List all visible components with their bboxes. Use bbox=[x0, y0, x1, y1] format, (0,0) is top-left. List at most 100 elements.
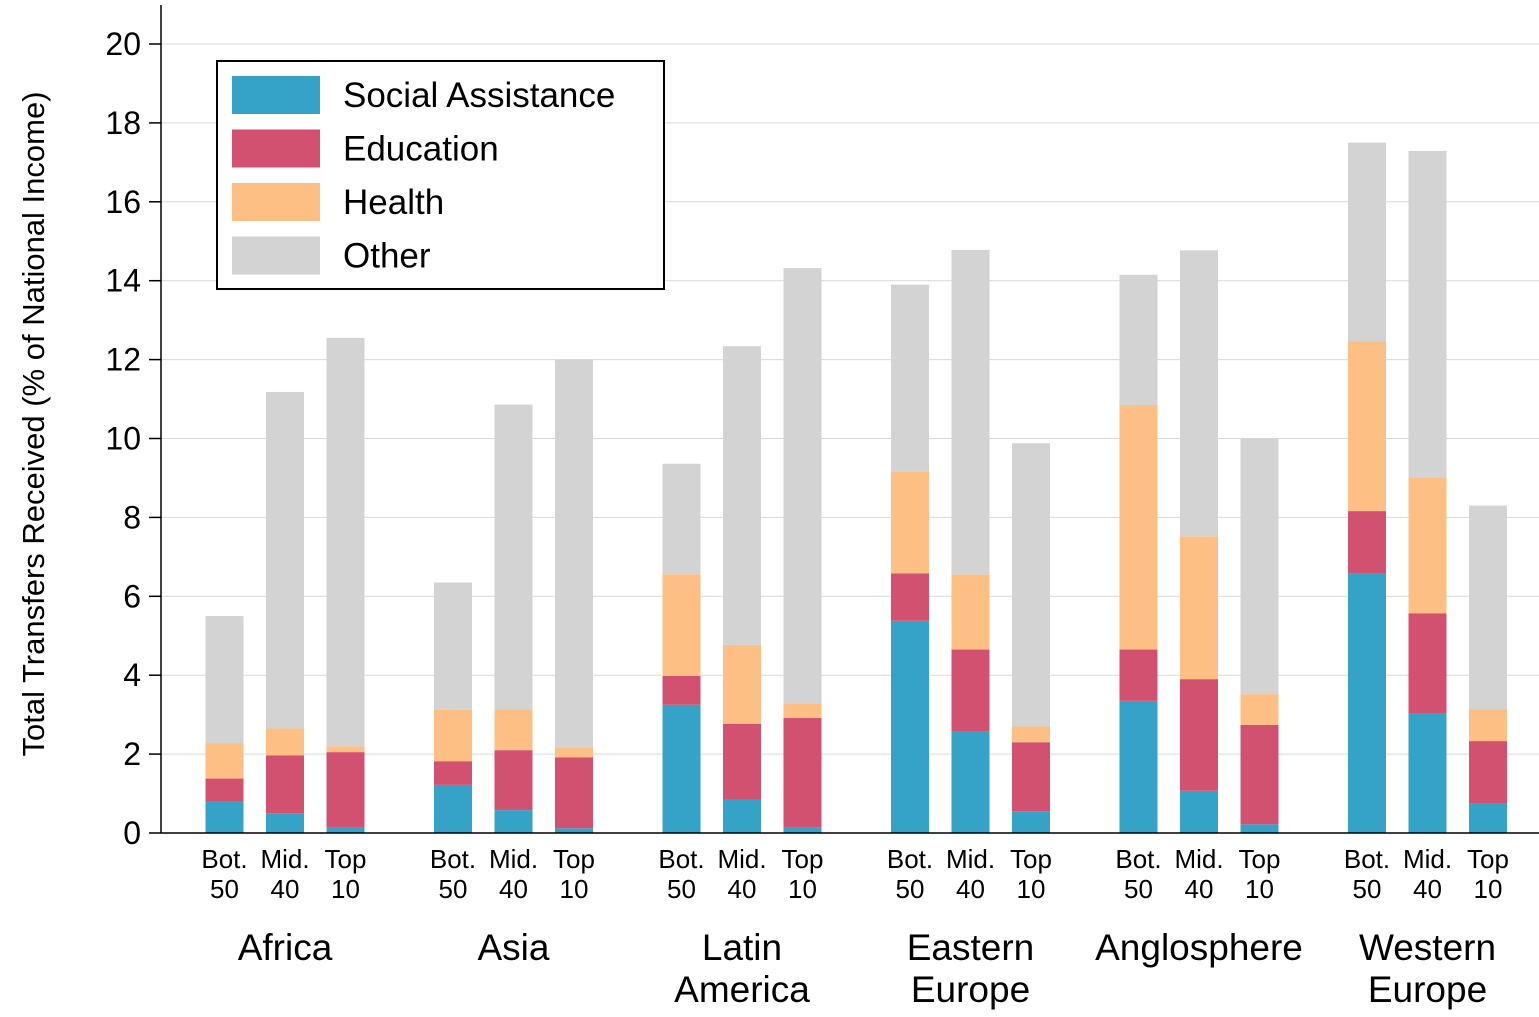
bar-other bbox=[555, 359, 593, 748]
y-tick-label: 6 bbox=[123, 578, 141, 614]
x-sub-tick-label: 50 bbox=[439, 874, 468, 904]
bar-health bbox=[1180, 536, 1218, 680]
bar-social-assistance bbox=[494, 810, 533, 833]
y-tick-label: 4 bbox=[123, 657, 141, 693]
x-sub-tick-label: 50 bbox=[896, 874, 925, 904]
x-sub-tick-label: 40 bbox=[1413, 874, 1442, 904]
x-sub-tick-label: Top bbox=[1467, 844, 1509, 874]
bar-other bbox=[1119, 274, 1158, 405]
legend-swatch-health bbox=[232, 183, 320, 221]
bar-social-assistance bbox=[266, 813, 304, 833]
bar-health bbox=[783, 703, 822, 718]
legend-swatch-social-assistance bbox=[232, 76, 320, 114]
bar-social-assistance bbox=[1240, 824, 1279, 833]
bar-social-assistance bbox=[434, 784, 472, 833]
bar-social-assistance bbox=[555, 828, 593, 833]
y-tick-label: 18 bbox=[105, 105, 141, 141]
bar-social-assistance bbox=[783, 827, 822, 833]
bar-other bbox=[951, 249, 990, 575]
bar-education bbox=[1119, 649, 1158, 701]
x-sub-tick-label: Mid. bbox=[717, 844, 766, 874]
y-tick-label: 20 bbox=[105, 26, 141, 62]
bar-social-assistance bbox=[1348, 573, 1386, 833]
x-sub-tick-label: 40 bbox=[1185, 874, 1214, 904]
bar-health bbox=[1012, 726, 1050, 743]
bar-education bbox=[555, 757, 593, 829]
bar-education bbox=[1012, 742, 1050, 812]
x-sub-tick-label: 40 bbox=[499, 874, 528, 904]
bar-education bbox=[783, 717, 822, 828]
x-group-label: Asia bbox=[478, 927, 550, 968]
x-sub-tick-label: Mid. bbox=[946, 844, 995, 874]
bar-education bbox=[951, 649, 990, 732]
x-sub-tick-label: 50 bbox=[1124, 874, 1153, 904]
bar-other bbox=[326, 337, 365, 747]
bar-education bbox=[1469, 741, 1507, 804]
bar-education bbox=[891, 573, 929, 621]
bar-health bbox=[1408, 477, 1447, 614]
y-tick-label: 8 bbox=[123, 499, 141, 535]
x-sub-tick-label: 10 bbox=[1474, 874, 1503, 904]
y-tick-label: 10 bbox=[105, 421, 141, 457]
bar-health bbox=[1119, 404, 1158, 650]
bar-other bbox=[891, 284, 929, 472]
legend: Social Assistance Education Health Other bbox=[216, 60, 665, 290]
x-sub-tick-label: Top bbox=[325, 844, 367, 874]
y-tick-label: 12 bbox=[105, 342, 141, 378]
legend-label-health: Health bbox=[343, 183, 444, 222]
bar-other bbox=[1408, 150, 1447, 478]
x-sub-tick-label: 10 bbox=[1245, 874, 1274, 904]
bar-health bbox=[555, 747, 593, 758]
x-sub-tick-label: Bot. bbox=[887, 844, 933, 874]
x-sub-tick-label: 40 bbox=[728, 874, 757, 904]
y-tick-label: 0 bbox=[123, 815, 141, 851]
x-sub-tick-label: Mid. bbox=[260, 844, 309, 874]
bar-education bbox=[723, 723, 761, 800]
bar-education bbox=[662, 675, 701, 705]
x-sub-tick-label: Top bbox=[1010, 844, 1052, 874]
bar-social-assistance bbox=[723, 799, 761, 833]
bar-social-assistance bbox=[951, 731, 990, 833]
bar-other bbox=[783, 268, 822, 704]
bar-other bbox=[266, 391, 304, 729]
y-tick-label: 2 bbox=[123, 736, 141, 772]
bar-health bbox=[205, 743, 244, 779]
bar-social-assistance bbox=[326, 827, 365, 833]
legend-label-social-assistance: Social Assistance bbox=[343, 76, 615, 115]
legend-label-education: Education bbox=[343, 130, 499, 169]
bar-education bbox=[1408, 613, 1447, 714]
bar-social-assistance bbox=[1469, 803, 1507, 833]
bar-education bbox=[1240, 724, 1279, 825]
x-sub-tick-label: Bot. bbox=[201, 844, 247, 874]
x-sub-tick-label: Top bbox=[1239, 844, 1281, 874]
bar-health bbox=[326, 746, 365, 753]
bar-health bbox=[494, 709, 533, 751]
y-axis-title: Total Transfers Received (% of National … bbox=[16, 91, 51, 756]
bar-social-assistance bbox=[891, 620, 929, 833]
x-group-label: Europe bbox=[911, 969, 1030, 1010]
axes bbox=[149, 5, 1539, 834]
x-sub-tick-label: Mid. bbox=[1174, 844, 1223, 874]
legend-label-other: Other bbox=[343, 237, 431, 276]
bar-social-assistance bbox=[1408, 713, 1447, 833]
bar-education bbox=[205, 778, 244, 802]
bar-social-assistance bbox=[1119, 700, 1158, 833]
bar-health bbox=[662, 574, 701, 676]
bar-health bbox=[951, 574, 990, 650]
bar-other bbox=[662, 463, 701, 575]
x-sub-tick-label: 40 bbox=[271, 874, 300, 904]
bar-education bbox=[494, 750, 533, 811]
bar-social-assistance bbox=[205, 801, 244, 833]
x-sub-tick-label: 10 bbox=[331, 874, 360, 904]
bar-health bbox=[266, 728, 304, 756]
x-group-label: Africa bbox=[238, 927, 333, 968]
x-sub-tick-label: 40 bbox=[956, 874, 985, 904]
bar-other bbox=[1348, 142, 1386, 342]
x-group-label: Anglosphere bbox=[1095, 927, 1303, 968]
x-group-label: Western bbox=[1359, 927, 1496, 968]
x-sub-tick-label: Mid. bbox=[489, 844, 538, 874]
bars bbox=[205, 142, 1507, 833]
bar-other bbox=[205, 616, 244, 744]
